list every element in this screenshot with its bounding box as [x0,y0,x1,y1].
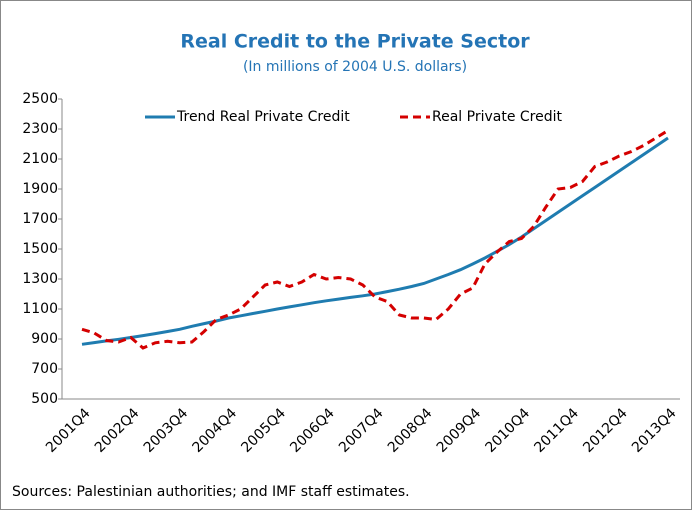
y-tick-label: 2300 [22,121,58,137]
legend-label: Real Private Credit [432,109,563,125]
y-tick-label: 1100 [22,301,58,317]
chart-title: Real Credit to the Private Sector [180,31,530,53]
y-tick-label: 1500 [22,241,58,257]
y-tick-label: 700 [31,361,58,377]
series-line [81,129,669,350]
source-note: Sources: Palestinian authorities; and IM… [12,484,410,500]
chart-subtitle: (In millions of 2004 U.S. dollars) [243,59,467,75]
y-tick-label: 2500 [22,91,58,107]
y-tick-label: 500 [31,391,58,407]
y-tick-label: 1300 [22,271,58,287]
y-tick-label: 1900 [22,181,58,197]
y-tick-label: 900 [31,331,58,347]
y-tick-label: 1700 [22,211,58,227]
series-line [81,136,669,346]
y-tick-label: 2100 [22,151,58,167]
legend-label: Trend Real Private Credit [176,109,350,125]
